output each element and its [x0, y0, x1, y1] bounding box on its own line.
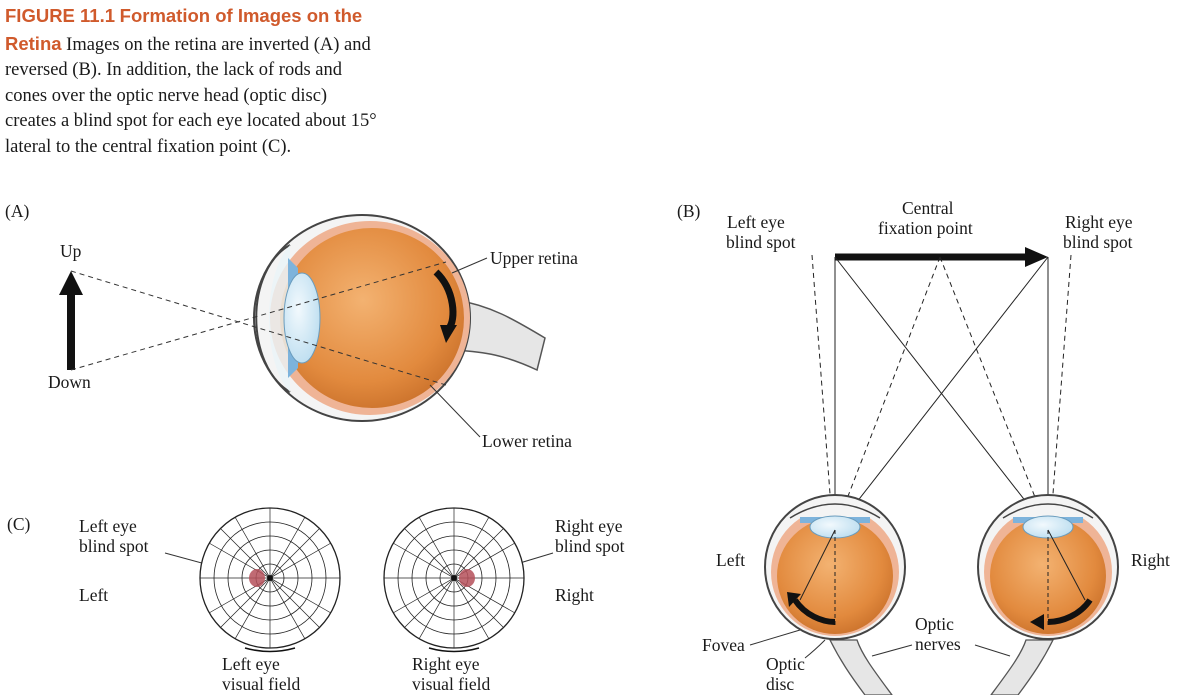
- b-left-label: Left: [716, 550, 745, 570]
- caption-text: Images on the retina are inverted (A) an…: [5, 34, 377, 157]
- optic-disc-label-2: disc: [766, 674, 794, 694]
- b-right-blind-label-1: Right eye: [1065, 212, 1133, 232]
- right-field-label-2: visual field: [412, 674, 490, 694]
- fixation-label-1: Central: [902, 198, 954, 218]
- c-right-blind-label-2: blind spot: [555, 536, 625, 556]
- vitreous-a: [280, 228, 464, 408]
- figure-caption: FIGURE 11.1 Formation of Images on the R…: [5, 3, 380, 160]
- right-visual-field: Right eye visual field: [383, 507, 525, 694]
- c-right-blind-label-1: Right eye: [555, 516, 623, 536]
- b-right-blind-label-2: blind spot: [1063, 232, 1133, 252]
- lower-retina-label: Lower retina: [482, 431, 572, 451]
- ray-top-a: [70, 270, 447, 386]
- fovea-leader: [749, 629, 801, 646]
- c-left-blind-label-2: blind spot: [79, 536, 149, 556]
- b-left-blind-label-2: blind spot: [726, 232, 796, 252]
- optic-nerve-left-b: [828, 639, 893, 695]
- panel-b: (B) Left eye blind spot Central fixation…: [677, 198, 1170, 695]
- left-field-label-2: visual field: [222, 674, 300, 694]
- c-left-label: Left: [79, 585, 108, 605]
- figure-label: FIGURE 11.1: [5, 5, 116, 26]
- object-arrow-head-b: [1025, 247, 1048, 267]
- right-field-label-1: Right eye: [412, 654, 480, 674]
- image-arrow-head-a: [440, 325, 457, 343]
- panel-c: (C) Left eye blind spot Left Right eye b…: [7, 507, 625, 694]
- panel-a: (A) Up Down Upper retina Lower retina: [5, 201, 578, 451]
- upper-retina-label: Upper retina: [490, 248, 578, 268]
- upper-retina-leader: [451, 257, 488, 274]
- right-blind-spot: [459, 569, 475, 587]
- ray-bottom-a: [70, 261, 447, 371]
- fovea-label: Fovea: [702, 635, 745, 655]
- left-field-label-1: Left eye: [222, 654, 280, 674]
- left-eye-b: [764, 494, 906, 640]
- optic-nerves-label-2: nerves: [915, 634, 961, 654]
- optic-nerve-right-b: [990, 639, 1055, 695]
- b-right-label: Right: [1131, 550, 1170, 570]
- c-left-blind-label-1: Left eye: [79, 516, 137, 536]
- optic-nerves-label-1: Optic: [915, 614, 954, 634]
- optic-nerve-a: [454, 299, 546, 372]
- panel-c-tag: (C): [7, 514, 31, 534]
- b-left-blind-label-1: Left eye: [727, 212, 785, 232]
- object-arrow-head: [59, 271, 83, 295]
- left-blind-spot: [249, 569, 265, 587]
- panel-b-tag: (B): [677, 201, 701, 221]
- left-visual-field: Left eye visual field: [199, 507, 341, 694]
- down-label: Down: [48, 372, 91, 392]
- c-right-label: Right: [555, 585, 594, 605]
- lower-retina-leader: [429, 384, 481, 438]
- cornea-a: [255, 244, 291, 393]
- figure-title: Formation of Images on the Retina: [5, 5, 363, 54]
- fixation-label-2: fixation point: [878, 218, 973, 238]
- right-eye-b: [977, 494, 1119, 640]
- up-label: Up: [60, 241, 82, 261]
- optic-disc-label-1: Optic: [766, 654, 805, 674]
- panel-a-tag: (A): [5, 201, 29, 221]
- lens-a: [283, 272, 321, 364]
